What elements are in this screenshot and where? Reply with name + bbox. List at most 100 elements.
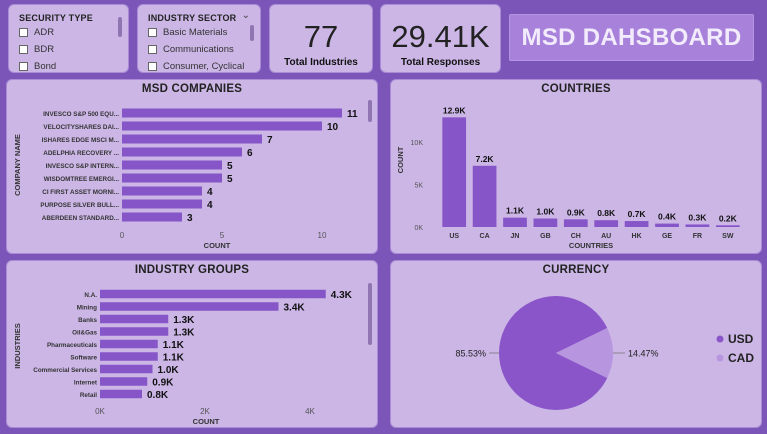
industry-item-communications[interactable]: Communications (148, 44, 234, 55)
category-label: CA (480, 233, 490, 240)
data-label: 7 (267, 135, 273, 146)
bar (122, 173, 222, 183)
countries-chart: 12.9K US 7.2K CA 1.1K JN 1.0K GB 0.9K CH 0.8K AU 0.7… (396, 105, 740, 250)
category-label: PURPOSE SILVER BULL... (40, 202, 119, 209)
checkbox-icon[interactable] (19, 62, 28, 71)
category-label: JN (511, 233, 520, 240)
bar (100, 314, 169, 324)
currency-panel: CURRENCY 85.53% 14.47% USD CAD (390, 260, 762, 428)
category-label: SW (722, 233, 734, 240)
industry-sector-slicer: INDUSTRY SECTOR ⌄ Basic Materials Commun… (137, 4, 261, 73)
bar (715, 225, 740, 227)
pie-slice (499, 296, 608, 410)
chevron-down-icon[interactable]: ⌄ (241, 10, 250, 21)
data-label: 1.3K (173, 315, 195, 326)
data-label: 3 (187, 213, 193, 224)
data-label: 5 (227, 174, 233, 185)
currency-chart: 85.53% 14.47% USD CAD (455, 296, 754, 410)
industry-groups-scrollbar[interactable] (368, 283, 372, 345)
category-label: FR (693, 233, 702, 240)
data-label: 14.47% (628, 349, 659, 359)
countries-panel: COUNTRIES 12.9K US 7.2K CA 1.1K JN 1.0K GB 0.9K C… (390, 79, 762, 254)
bar (100, 289, 326, 299)
y-tick-label: 10K (411, 140, 424, 147)
x-axis-label: COUNT (204, 241, 231, 250)
bar (533, 218, 558, 227)
bar (594, 220, 619, 227)
bar (100, 302, 279, 311)
category-label: ADELPHIA RECOVERY ... (43, 150, 119, 157)
bar (472, 165, 497, 227)
countries-title: COUNTRIES (541, 83, 611, 95)
category-label: Banks (78, 317, 97, 324)
x-tick-label: 5 (220, 231, 225, 240)
data-label: 11 (347, 109, 358, 120)
industry-scrollbar[interactable] (250, 25, 254, 41)
security-item-adr[interactable]: ADR (19, 27, 54, 38)
checkbox-icon[interactable] (148, 28, 157, 37)
data-label: 85.53% (455, 349, 486, 359)
category-label: Internet (74, 380, 98, 387)
bar (563, 219, 588, 227)
y-tick-label: 5K (414, 183, 423, 190)
checkbox-icon[interactable] (148, 45, 157, 54)
bar (655, 223, 679, 227)
x-tick-label: 4K (305, 407, 315, 416)
industry-item-basic-materials[interactable]: Basic Materials (148, 27, 227, 38)
x-tick-label: 2K (200, 407, 210, 416)
companies-chart: INVESCO S&P 500 EQU... 11 VELOCITYSHARES D… (13, 108, 358, 250)
data-label: 12.9K (443, 105, 467, 115)
data-label: 0.3K (688, 212, 707, 222)
category-label: ABERDEEN STANDARD... (42, 215, 119, 222)
bar (100, 364, 153, 374)
bar (442, 117, 467, 227)
security-item-label: Bond (34, 61, 57, 72)
security-scrollbar[interactable] (118, 17, 122, 37)
x-tick-label: 0 (120, 231, 125, 240)
industry-groups-panel: INDUSTRY GROUPS N.A. 4.3K Mining 3.4K Banks 1… (6, 260, 378, 428)
currency-title: CURRENCY (542, 264, 610, 276)
bar (122, 186, 202, 196)
bar (100, 339, 158, 349)
bar (122, 212, 182, 222)
y-axis-label: INDUSTRIES (13, 323, 22, 368)
data-label: 0.4K (658, 212, 677, 222)
x-tick-label: 0K (95, 407, 105, 416)
category-label: HK (632, 233, 642, 240)
data-label: 0.9K (152, 378, 174, 389)
data-label: 1.1K (506, 206, 525, 216)
data-label: 1.3K (173, 328, 195, 339)
page-title: MSD DAHSBOARD (521, 24, 742, 51)
data-label: 0.8K (147, 390, 169, 401)
category-label: Software (70, 355, 97, 362)
data-label: 1.1K (163, 340, 185, 351)
legend-label: USD (728, 332, 754, 346)
security-item-bdr[interactable]: BDR (19, 44, 54, 55)
security-item-bond[interactable]: Bond (19, 61, 56, 72)
industry-item-label: Communications (163, 44, 234, 55)
data-label: 6 (247, 148, 253, 159)
legend-label: CAD (728, 351, 754, 365)
bar (122, 199, 202, 209)
bar (100, 352, 158, 361)
data-label: 5 (227, 161, 233, 172)
industry-item-label: Consumer, Cyclical (163, 61, 245, 72)
checkbox-icon[interactable] (19, 45, 28, 54)
companies-scrollbar[interactable] (368, 100, 372, 122)
data-label: 1.1K (163, 353, 185, 364)
data-label: 1.0K (536, 207, 555, 217)
category-label: VELOCITYSHARES DAI... (43, 124, 119, 131)
bar (100, 389, 142, 399)
pie-slice (556, 327, 613, 379)
bar (122, 147, 242, 157)
legend-marker (716, 335, 724, 343)
data-label: 1.0K (158, 365, 180, 376)
industry-item-consumer-cyclical[interactable]: Consumer, Cyclical (148, 61, 244, 72)
companies-title: MSD COMPANIES (141, 83, 243, 95)
checkbox-icon[interactable] (148, 62, 157, 71)
category-label: N.A. (84, 292, 97, 299)
y-tick-label: 0K (414, 225, 423, 232)
dashboard-title-box: MSD DAHSBOARD (509, 14, 754, 61)
checkbox-icon[interactable] (19, 28, 28, 37)
industry-item-label: Basic Materials (163, 27, 228, 38)
